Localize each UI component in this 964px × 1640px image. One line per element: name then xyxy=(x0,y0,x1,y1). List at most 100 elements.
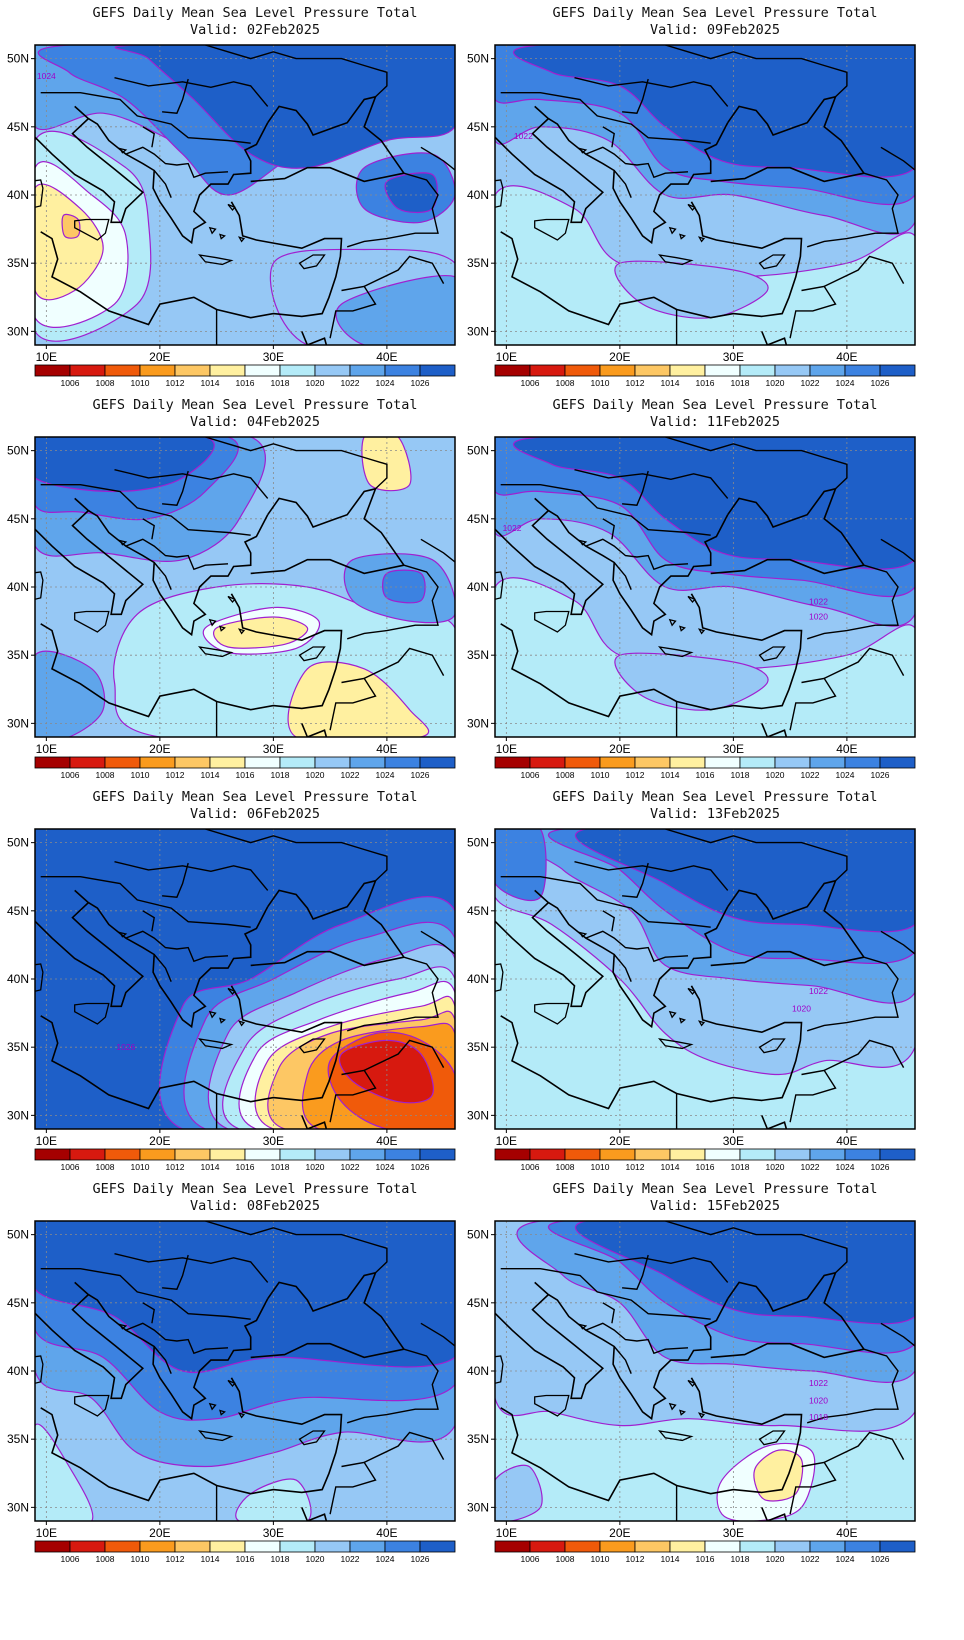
lon-tick-label: 30E xyxy=(263,742,284,756)
country-border xyxy=(880,146,915,171)
colorbar-label: 1016 xyxy=(696,1554,715,1564)
contour-label: 1020 xyxy=(809,612,828,622)
colorbar-label: 1008 xyxy=(96,1554,115,1564)
colorbar-swatch xyxy=(879,1148,916,1161)
colorbar-label: 1022 xyxy=(341,378,360,388)
colorbar-label: 1012 xyxy=(166,378,185,388)
country-border xyxy=(806,1348,899,1424)
lat-tick-label: 30N xyxy=(7,1500,29,1514)
colorbar-label: 1012 xyxy=(626,1554,645,1564)
lat-tick-label: 35N xyxy=(467,648,489,662)
colorbar-label: 1018 xyxy=(271,1554,290,1564)
country-border xyxy=(142,910,155,932)
coastline xyxy=(35,105,145,224)
contour-label: 1022 xyxy=(514,131,533,141)
island xyxy=(74,218,110,241)
colorbar-swatch xyxy=(774,1540,811,1553)
island xyxy=(298,254,326,270)
colorbar-swatch xyxy=(879,1540,916,1553)
coastline xyxy=(267,879,405,958)
colorbar-label: 1016 xyxy=(696,770,715,780)
island xyxy=(495,1355,504,1384)
country-border xyxy=(142,126,155,148)
island xyxy=(219,1409,226,1416)
colorbar-swatch xyxy=(739,364,776,377)
colorbar-label: 1006 xyxy=(521,770,540,780)
lat-tick-label: 30N xyxy=(7,324,29,338)
lat-tick-label: 45N xyxy=(7,512,29,526)
coastline xyxy=(761,331,788,345)
lon-tick-label: 10E xyxy=(36,350,57,364)
lat-tick-label: 30N xyxy=(467,1500,489,1514)
island xyxy=(534,1394,570,1417)
pressure-map: 1022 50N 45N 40N 35N 30N 10E 20E 30E 40E 1006 1008 1… xyxy=(467,44,916,388)
island xyxy=(197,1038,234,1050)
colorbar-label: 1024 xyxy=(836,378,855,388)
colorbar-label: 1018 xyxy=(731,1162,750,1172)
country-border xyxy=(665,1221,848,1274)
lat-tick-label: 40N xyxy=(7,188,29,202)
colorbar-swatch xyxy=(34,1148,71,1161)
colorbar-label: 1020 xyxy=(766,1554,785,1564)
lon-tick-label: 30E xyxy=(723,1134,744,1148)
colorbar-label: 1006 xyxy=(521,1554,540,1564)
colorbar-label: 1012 xyxy=(626,378,645,388)
country-border xyxy=(363,1039,445,1072)
lat-tick-label: 45N xyxy=(467,120,489,134)
country-border xyxy=(823,647,905,680)
lat-tick-label: 40N xyxy=(467,1364,489,1378)
pressure-contour xyxy=(335,275,455,345)
colorbar-swatch xyxy=(34,1540,71,1553)
country-border xyxy=(153,954,172,982)
country-border xyxy=(574,1253,729,1283)
colorbar-label: 1006 xyxy=(61,1554,80,1564)
panel-valid-date: Valid: 13Feb2025 xyxy=(649,806,781,822)
map-panel: 50N 45N 40N 35N 30N 10E 20E 30E 40E 1006 1008 1010 1… xyxy=(0,392,470,797)
colorbar-swatch xyxy=(844,1148,881,1161)
colorbar-swatch xyxy=(419,364,456,377)
island xyxy=(578,931,588,938)
lon-tick-label: 10E xyxy=(496,1526,517,1540)
colorbar-label: 1006 xyxy=(521,1162,540,1172)
lat-tick-label: 50N xyxy=(7,52,29,66)
colorbar-swatch xyxy=(69,1540,106,1553)
pressure-map: 50N 45N 40N 35N 30N 10E 20E 30E 40E 1006 1008 1010 1… xyxy=(7,1220,456,1564)
panel-title: GEFS Daily Mean Sea Level Pressure Total xyxy=(552,789,878,805)
island xyxy=(197,646,234,658)
country-border xyxy=(823,255,905,288)
lat-tick-label: 30N xyxy=(467,716,489,730)
pressure-contour xyxy=(382,569,426,604)
colorbar-label: 1020 xyxy=(766,1162,785,1172)
colorbar-label: 1026 xyxy=(871,1554,890,1564)
lon-tick-label: 40E xyxy=(836,742,857,756)
colorbar-swatch xyxy=(104,1148,141,1161)
coastline xyxy=(35,497,145,616)
lat-tick-label: 35N xyxy=(467,1040,489,1054)
country-border xyxy=(420,1322,455,1347)
colorbar-label: 1012 xyxy=(166,1554,185,1564)
colorbar-swatch xyxy=(704,364,741,377)
coastline xyxy=(500,985,803,1110)
lat-tick-label: 45N xyxy=(7,904,29,918)
colorbar-label: 1020 xyxy=(306,1162,325,1172)
lat-tick-label: 35N xyxy=(467,1432,489,1446)
panel-valid-date: Valid: 11Feb2025 xyxy=(649,414,781,430)
colorbar-label: 1020 xyxy=(306,770,325,780)
coastline xyxy=(250,1342,405,1359)
lat-tick-label: 30N xyxy=(7,1108,29,1122)
island xyxy=(687,987,696,996)
island xyxy=(118,539,128,546)
country-border xyxy=(823,1431,905,1464)
island xyxy=(237,1020,246,1027)
colorbar-swatch xyxy=(809,756,846,769)
pressure-map: 1022 1020 1018 50N 45N 40N 35N 30N 10E 20E 30E 40E 1… xyxy=(467,1220,916,1564)
pressure-contour xyxy=(614,652,769,711)
country-border xyxy=(420,930,455,955)
lon-tick-label: 20E xyxy=(149,1134,170,1148)
country-border xyxy=(806,172,899,248)
colorbar-swatch xyxy=(34,364,71,377)
panel-valid-date: Valid: 08Feb2025 xyxy=(189,1198,321,1214)
pressure-contour xyxy=(35,650,106,737)
contour-label: 1020 xyxy=(792,1004,811,1014)
pressure-contour xyxy=(753,1449,804,1502)
